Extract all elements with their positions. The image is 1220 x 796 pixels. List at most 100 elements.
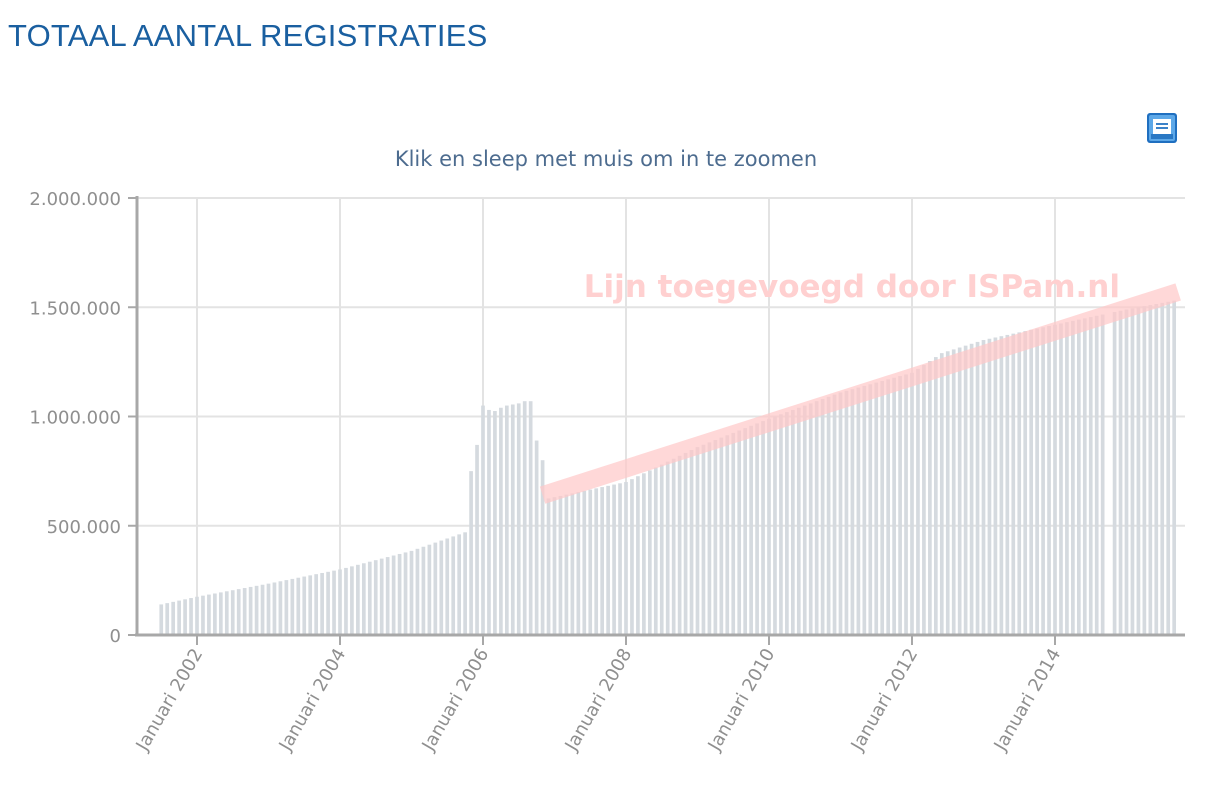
- bar: [683, 452, 688, 635]
- page-title: TOTAAL AANTAL REGISTRATIES: [8, 18, 488, 53]
- bar: [904, 374, 908, 635]
- bar: [165, 603, 170, 635]
- bar: [820, 399, 825, 635]
- bar: [701, 444, 706, 635]
- x-tick-label: Januari 2004: [275, 645, 351, 755]
- bar: [892, 377, 896, 635]
- y-tick-label: 2.000.000: [29, 189, 121, 210]
- bar: [1160, 302, 1165, 635]
- bar: [600, 487, 605, 635]
- bar: [779, 414, 783, 635]
- bar: [665, 461, 670, 635]
- bar: [987, 338, 992, 635]
- bar: [332, 570, 336, 635]
- bar: [630, 479, 634, 635]
- bar: [320, 573, 324, 635]
- bar: [802, 405, 807, 635]
- y-tick-label: 500.000: [47, 517, 121, 538]
- x-tick-label: Januari 2014: [990, 645, 1066, 755]
- bar: [1053, 324, 1057, 635]
- bar: [642, 473, 646, 635]
- bar: [201, 595, 205, 635]
- bar: [1047, 326, 1051, 635]
- bar: [344, 567, 348, 635]
- print-button[interactable]: [1146, 112, 1178, 144]
- bar: [594, 488, 599, 635]
- bar: [457, 534, 462, 635]
- bar: [224, 591, 229, 635]
- bar: [1130, 308, 1135, 635]
- bar: [916, 368, 920, 635]
- bar: [707, 442, 712, 635]
- bar: [1023, 331, 1028, 635]
- bar: [1065, 322, 1069, 635]
- bar: [391, 555, 396, 635]
- bar: [606, 485, 610, 635]
- bar: [671, 458, 676, 635]
- x-tick-label: Januari 2012: [847, 645, 923, 755]
- bar: [1094, 315, 1099, 635]
- bar: [933, 357, 938, 635]
- bar: [618, 483, 622, 635]
- bar: [171, 601, 176, 635]
- bar: [975, 341, 980, 635]
- chart-subtitle: Klik en sleep met muis om in te zoomen: [395, 147, 817, 171]
- x-axis-ticks: Januari 2002 Januari 2004 Januari 2006 Janu…: [132, 635, 1066, 755]
- bar: [832, 394, 837, 635]
- y-tick-label: 0: [110, 626, 121, 647]
- bar: [230, 590, 235, 635]
- bar: [826, 396, 831, 635]
- bars: [159, 300, 1177, 636]
- bar: [951, 349, 956, 635]
- print-icon: [1147, 113, 1177, 143]
- bar: [1154, 303, 1159, 635]
- bar: [159, 604, 164, 635]
- bar: [1136, 307, 1141, 635]
- bar: [677, 455, 682, 635]
- bar: [1124, 309, 1129, 635]
- bar: [522, 401, 527, 635]
- bar: [338, 569, 342, 635]
- bar: [409, 550, 414, 635]
- bar: [540, 460, 545, 635]
- bar: [969, 343, 974, 635]
- bar: [213, 593, 217, 635]
- bar: [284, 580, 289, 635]
- bar: [785, 412, 789, 635]
- bar: [993, 337, 998, 635]
- bar: [910, 372, 914, 635]
- bar: [528, 401, 533, 635]
- bar: [1142, 306, 1147, 635]
- bar: [582, 490, 587, 635]
- bar: [1088, 317, 1093, 635]
- bar: [385, 557, 390, 635]
- bar: [1035, 328, 1039, 635]
- bar: [1172, 300, 1177, 635]
- bar: [1100, 314, 1105, 635]
- bar: [636, 476, 640, 635]
- bar: [296, 577, 301, 635]
- bar: [242, 588, 247, 635]
- bar: [808, 403, 813, 635]
- bar: [898, 376, 902, 635]
- bar: [260, 584, 265, 635]
- bar: [433, 542, 438, 635]
- axes: [128, 196, 1185, 637]
- bar: [510, 404, 515, 635]
- bar: [367, 561, 372, 635]
- bar: [939, 353, 944, 635]
- bar: [552, 497, 557, 635]
- bar: [451, 536, 456, 635]
- bar: [743, 428, 748, 635]
- bar: [236, 589, 241, 635]
- bar: [207, 594, 211, 635]
- bar: [379, 558, 384, 635]
- y-tick-label: 1.500.000: [29, 298, 121, 319]
- bar: [463, 532, 467, 635]
- bar: [481, 405, 485, 635]
- bar: [314, 574, 319, 635]
- bar: [183, 599, 187, 635]
- bar: [1059, 323, 1063, 635]
- x-tick-label: Januari 2002: [132, 645, 208, 755]
